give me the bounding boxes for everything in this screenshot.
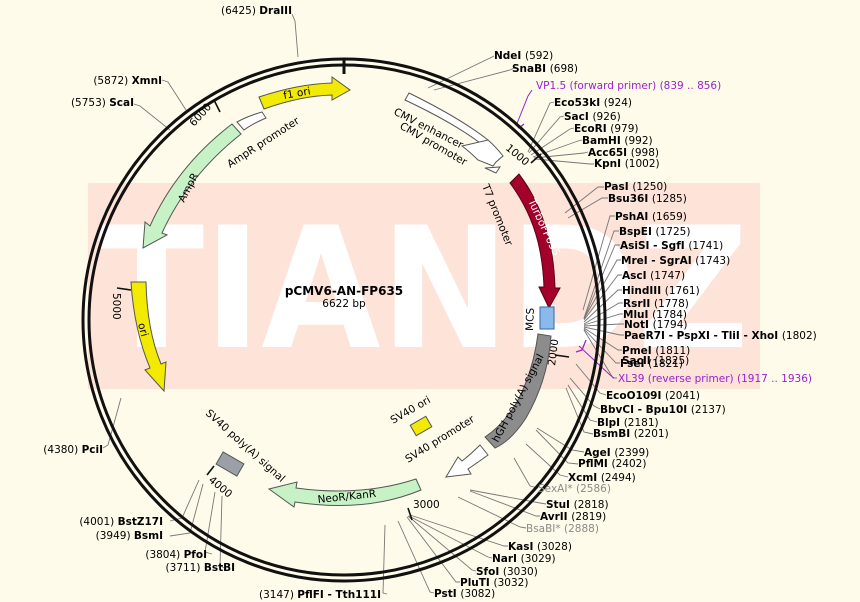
site-label-pflmi: PflMI (2402) bbox=[578, 458, 646, 470]
site-label-sfoi: SfoI (3030) bbox=[476, 566, 538, 578]
tick-1000 bbox=[530, 153, 542, 164]
site-label-bstz17i: (4001) BstZ17I bbox=[79, 516, 163, 528]
site-label-pmei: PmeI (1811) bbox=[622, 345, 690, 357]
site-label-xcmi: XcmI (2494) bbox=[568, 472, 636, 484]
xl39-primer-leader bbox=[578, 345, 615, 379]
site-label-saci: SacI (926) bbox=[564, 111, 621, 123]
turbofp635-shape bbox=[509, 173, 561, 310]
site-label-hindiii: HindIII (1761) bbox=[622, 285, 700, 297]
site-label-avrii: AvrII (2819) bbox=[540, 511, 606, 523]
site-label-bamhi: BamHI (992) bbox=[582, 135, 653, 147]
tick-3000 bbox=[407, 507, 413, 521]
tick-label-6000: 6000 bbox=[187, 101, 214, 129]
f1-ori-shape bbox=[258, 76, 351, 110]
sv40-polya-shape bbox=[215, 451, 245, 477]
f1-ori-label: f1 ori bbox=[282, 85, 311, 102]
tick-label-4000: 4000 bbox=[206, 474, 234, 500]
site-label-kasi: KasI (3028) bbox=[508, 541, 572, 553]
ori-shape bbox=[130, 281, 167, 393]
site-label-asci: AscI (1747) bbox=[622, 270, 685, 282]
xl39-primer-label: XL39 (reverse primer) (1917 .. 1936) bbox=[618, 373, 812, 385]
tick-5000 bbox=[116, 287, 132, 291]
site-label-ecori: EcoRI (979) bbox=[574, 123, 639, 135]
scale-ticks bbox=[116, 99, 570, 521]
sv40-ori-shape bbox=[409, 415, 433, 437]
sv40-polya-label: SV40 poly(A) signal bbox=[203, 407, 287, 485]
site-label-kpni: KpnI (1002) bbox=[594, 158, 660, 170]
site-label-bstbi: (3711) BstBI bbox=[166, 562, 235, 574]
xl39-primer-mark bbox=[575, 339, 587, 353]
site-label-draiii: (6425) DraIII bbox=[221, 5, 292, 17]
features bbox=[130, 76, 561, 508]
site-label-pasi: PasI (1250) bbox=[604, 181, 667, 193]
site-label-scai: (5753) ScaI bbox=[71, 97, 134, 109]
sv40-promoter-shape bbox=[445, 444, 489, 478]
site-label-fsei: FseI (1821) bbox=[620, 358, 683, 370]
vp15-primer-leader bbox=[515, 89, 533, 127]
mcs-shape bbox=[539, 306, 555, 330]
site-label-agei: AgeI (2399) bbox=[584, 447, 649, 459]
site-label-ndei: NdeI (592) bbox=[494, 50, 553, 62]
neor-kanr-shape bbox=[267, 478, 422, 508]
site-label-psti: PstI (3082) bbox=[434, 588, 495, 600]
site-label-sexai: SexAI* (2586) bbox=[538, 483, 611, 495]
ampr-promoter-shape bbox=[236, 111, 267, 131]
site-label-bsabi: BsaBI* (2888) bbox=[526, 523, 599, 535]
tick-2000 bbox=[554, 354, 570, 358]
site-label-asisi-sgfi: AsiSI - SgfI (1741) bbox=[620, 240, 723, 252]
watermark: TIANDZ bbox=[88, 183, 760, 389]
backbone bbox=[81, 57, 607, 583]
site-label-rsrii: RsrII (1778) bbox=[623, 298, 689, 310]
ori-label: ori bbox=[135, 322, 150, 338]
site-label-nari: NarI (3029) bbox=[492, 553, 556, 565]
site-leader-lines bbox=[102, 13, 624, 595]
watermark-box bbox=[88, 183, 760, 389]
site-label-snabi: SnaBI (698) bbox=[512, 63, 578, 75]
site-label-eco53ki: Eco53kI (924) bbox=[554, 97, 632, 109]
site-label-xmni: (5872) XmnI bbox=[93, 75, 162, 87]
tick-label-3000: 3000 bbox=[413, 499, 440, 511]
plasmid-size: 6622 bp bbox=[322, 298, 366, 310]
site-label-mlui: MluI (1784) bbox=[623, 309, 687, 321]
site-label-ecoo109i: EcoO109I (2041) bbox=[606, 390, 700, 402]
vp15-primer-label: VP1.5 (forward primer) (839 .. 856) bbox=[536, 80, 721, 92]
site-label-blpi: BlpI (2181) bbox=[597, 417, 659, 429]
site-label-stui: StuI (2818) bbox=[546, 499, 609, 511]
restriction-site-labels: (6425) DraIII (5872) XmnI (5753) ScaI (4380… bbox=[43, 5, 816, 601]
site-label-pluti: PluTI (3032) bbox=[460, 577, 528, 589]
mcs-label: MCS bbox=[524, 307, 537, 331]
hgh-polya-shape bbox=[484, 333, 552, 449]
tick-label-1000: 1000 bbox=[503, 142, 531, 168]
tick-label-5000: 5000 bbox=[110, 293, 122, 320]
site-label-pfoi: (3804) PfoI bbox=[145, 549, 207, 561]
site-label-pcii: (4380) PciI bbox=[43, 444, 103, 456]
site-label-acc65i: Acc65I (998) bbox=[588, 147, 659, 159]
tick-4000 bbox=[206, 465, 215, 476]
watermark-text: TIANDZ bbox=[99, 191, 749, 387]
site-label-paer7i-pspxi-tlii-xhoi: PaeR7I - PspXI - TliI - XhoI (1802) bbox=[624, 330, 817, 342]
site-label-mrei-sgrai: MreI - SgrAI (1743) bbox=[621, 255, 730, 267]
site-label-noti: NotI (1794) bbox=[624, 319, 688, 331]
site-label-bsmi: (3949) BsmI bbox=[96, 530, 163, 542]
site-label-bsu36i: Bsu36I (1285) bbox=[608, 193, 687, 205]
ampr-promoter-label: AmpR promoter bbox=[225, 115, 302, 171]
t7-promoter-shape bbox=[484, 166, 501, 174]
plasmid-name: pCMV6-AN-FP635 bbox=[285, 284, 403, 298]
site-label-bspei: BspEI (1725) bbox=[619, 226, 690, 238]
site-label-pshai: PshAI (1659) bbox=[615, 211, 687, 223]
ampr-shape bbox=[142, 123, 242, 249]
cmv-promoter-shape bbox=[460, 139, 504, 167]
site-label-pflfi-tth111i: (3147) PflFI - Tth111I bbox=[259, 589, 381, 601]
site-label-bbvci-bpu10i: BbvCI - Bpu10I (2137) bbox=[600, 404, 726, 416]
site-label-bsmbi: BsmBI (2201) bbox=[593, 428, 669, 440]
tick-6000 bbox=[213, 99, 221, 113]
site-label-sacii: SacII (1825) bbox=[622, 355, 689, 367]
